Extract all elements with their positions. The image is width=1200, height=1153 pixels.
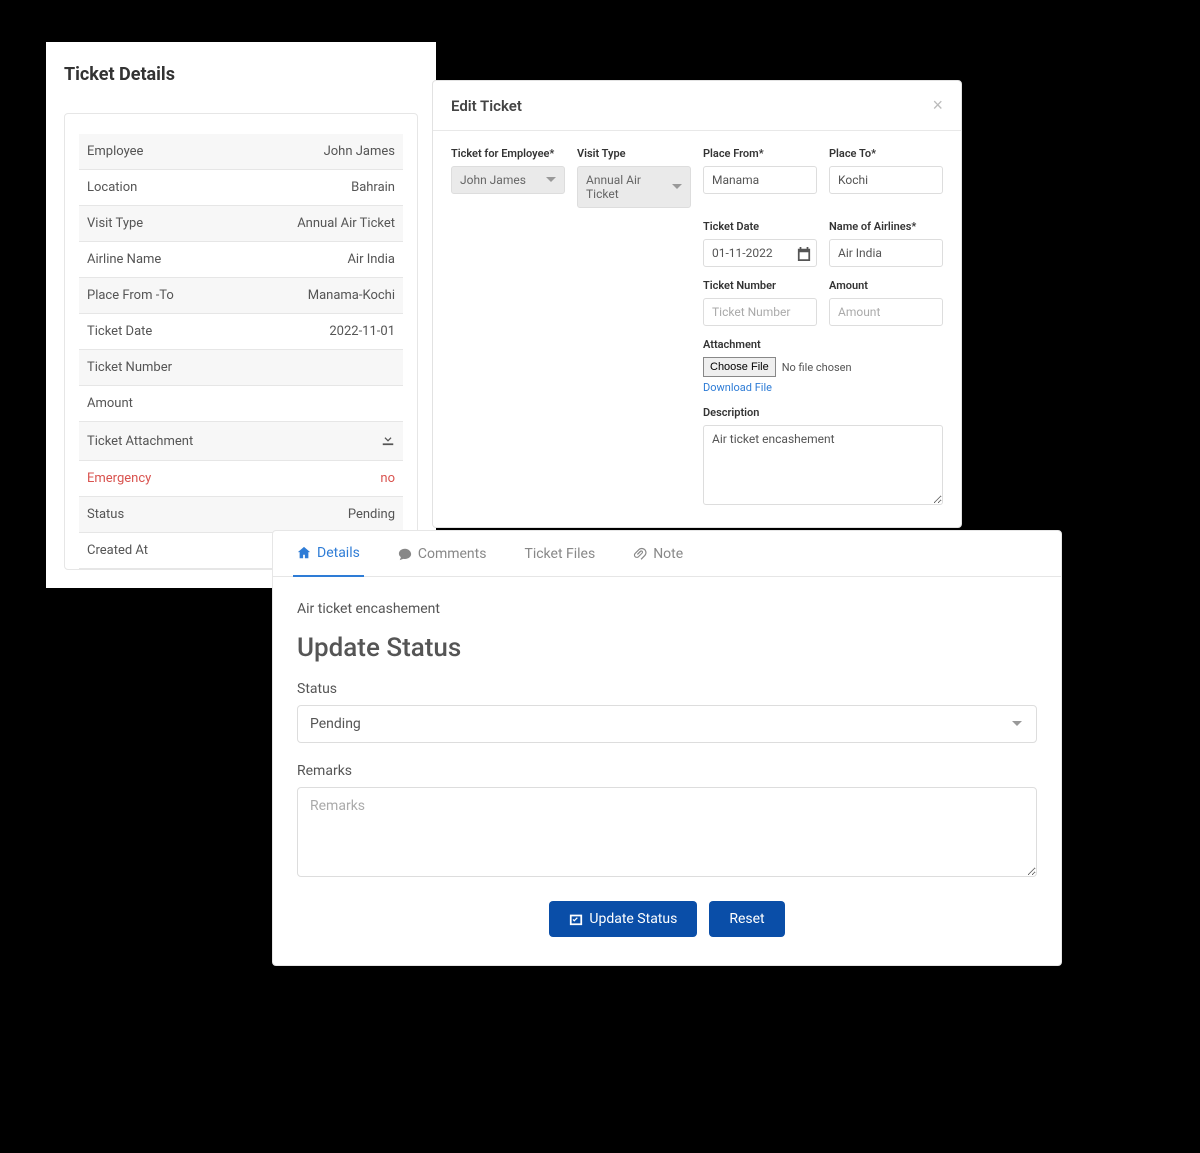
- row-label: Status: [79, 497, 247, 533]
- row-value: 2022-11-01: [247, 314, 403, 350]
- tab-note-label: Note: [653, 546, 683, 562]
- row-label: Ticket Number: [79, 350, 247, 386]
- edit-ticket-modal: Edit Ticket × Ticket for Employee* John …: [432, 80, 962, 528]
- status-label: Status: [297, 681, 1037, 697]
- tab-details[interactable]: Details: [293, 531, 364, 577]
- row-value: Manama-Kochi: [247, 278, 403, 314]
- edit-ticket-body: Ticket for Employee* John James Visit Ty…: [433, 131, 961, 527]
- close-button[interactable]: ×: [932, 95, 943, 116]
- reset-button[interactable]: Reset: [709, 901, 784, 937]
- check-icon: [569, 912, 583, 926]
- place-to-label: Place To*: [829, 147, 943, 160]
- ticket-details-card: EmployeeJohn JamesLocationBahrainVisit T…: [64, 113, 418, 570]
- description-textarea[interactable]: [703, 425, 943, 505]
- visit-type-label: Visit Type: [577, 147, 691, 160]
- table-row: Ticket Number: [79, 350, 403, 386]
- row-value: Bahrain: [247, 170, 403, 206]
- attachment-label: Attachment: [703, 338, 943, 351]
- table-row: Place From -ToManama-Kochi: [79, 278, 403, 314]
- update-status-title: Update Status: [297, 633, 1037, 663]
- button-row: Update Status Reset: [297, 901, 1037, 937]
- row-label: Place From -To: [79, 278, 247, 314]
- update-status-button[interactable]: Update Status: [549, 901, 697, 937]
- tab-comments[interactable]: Comments: [394, 531, 491, 576]
- table-row: Ticket Date2022-11-01: [79, 314, 403, 350]
- row-label: Emergency: [79, 461, 247, 497]
- table-row: StatusPending: [79, 497, 403, 533]
- table-row: EmployeeJohn James: [79, 134, 403, 170]
- employee-label: Ticket for Employee*: [451, 147, 565, 160]
- update-status-panel: Details Comments Ticket Files Note Air t…: [272, 530, 1062, 966]
- amount-input[interactable]: [829, 298, 943, 326]
- status-select[interactable]: Pending: [297, 705, 1037, 743]
- row-value: Annual Air Ticket: [247, 206, 403, 242]
- download-attachment-button[interactable]: [247, 422, 403, 461]
- tabs-bar: Details Comments Ticket Files Note: [273, 531, 1061, 577]
- tab-ticket-files[interactable]: Ticket Files: [520, 531, 599, 576]
- row-value: [247, 386, 403, 422]
- ticket-number-label: Ticket Number: [703, 279, 817, 292]
- description-text: Air ticket encashement: [297, 601, 1037, 617]
- row-label: Location: [79, 170, 247, 206]
- tab-details-label: Details: [317, 545, 360, 561]
- table-row: Emergencyno: [79, 461, 403, 497]
- amount-label: Amount: [829, 279, 943, 292]
- no-file-text: No file chosen: [782, 361, 852, 374]
- tab-note[interactable]: Note: [629, 531, 687, 576]
- place-from-input[interactable]: [703, 166, 817, 194]
- table-row: Airline NameAir India: [79, 242, 403, 278]
- row-label: Employee: [79, 134, 247, 170]
- description-label: Description: [703, 406, 943, 419]
- row-label: Ticket Date: [79, 314, 247, 350]
- paperclip-icon: [633, 547, 647, 561]
- download-file-link[interactable]: Download File: [703, 381, 943, 394]
- row-value: Pending: [247, 497, 403, 533]
- place-to-input[interactable]: [829, 166, 943, 194]
- row-label: Visit Type: [79, 206, 247, 242]
- ticket-number-input[interactable]: [703, 298, 817, 326]
- table-row: Ticket Attachment: [79, 422, 403, 461]
- tab-ticket-files-label: Ticket Files: [524, 546, 595, 562]
- comment-icon: [398, 547, 412, 561]
- row-label: Created At: [79, 533, 247, 569]
- ticket-date-label: Ticket Date: [703, 220, 817, 233]
- update-status-button-label: Update Status: [589, 911, 677, 927]
- home-icon: [297, 546, 311, 560]
- row-value: no: [247, 461, 403, 497]
- row-label: Airline Name: [79, 242, 247, 278]
- ticket-details-table: EmployeeJohn JamesLocationBahrainVisit T…: [79, 134, 403, 569]
- employee-select[interactable]: John James: [451, 166, 565, 194]
- tab-comments-label: Comments: [418, 546, 487, 562]
- remarks-label: Remarks: [297, 763, 1037, 779]
- visit-type-select[interactable]: Annual Air Ticket: [577, 166, 691, 208]
- edit-ticket-header: Edit Ticket ×: [433, 81, 961, 131]
- edit-ticket-title: Edit Ticket: [451, 97, 522, 115]
- table-row: LocationBahrain: [79, 170, 403, 206]
- ticket-details-panel: Ticket Details EmployeeJohn JamesLocatio…: [46, 42, 436, 588]
- download-icon: [381, 432, 395, 446]
- table-row: Amount: [79, 386, 403, 422]
- row-label: Ticket Attachment: [79, 422, 247, 461]
- ticket-date-input[interactable]: [703, 239, 817, 267]
- table-row: Visit TypeAnnual Air Ticket: [79, 206, 403, 242]
- row-value: John James: [247, 134, 403, 170]
- ticket-details-title: Ticket Details: [64, 64, 418, 85]
- row-value: [247, 350, 403, 386]
- row-value: Air India: [247, 242, 403, 278]
- row-label: Amount: [79, 386, 247, 422]
- update-body: Air ticket encashement Update Status Sta…: [273, 577, 1061, 965]
- airline-input[interactable]: [829, 239, 943, 267]
- remarks-textarea[interactable]: [297, 787, 1037, 877]
- choose-file-button[interactable]: Choose File: [703, 357, 776, 377]
- place-from-label: Place From*: [703, 147, 817, 160]
- airline-label: Name of Airlines*: [829, 220, 943, 233]
